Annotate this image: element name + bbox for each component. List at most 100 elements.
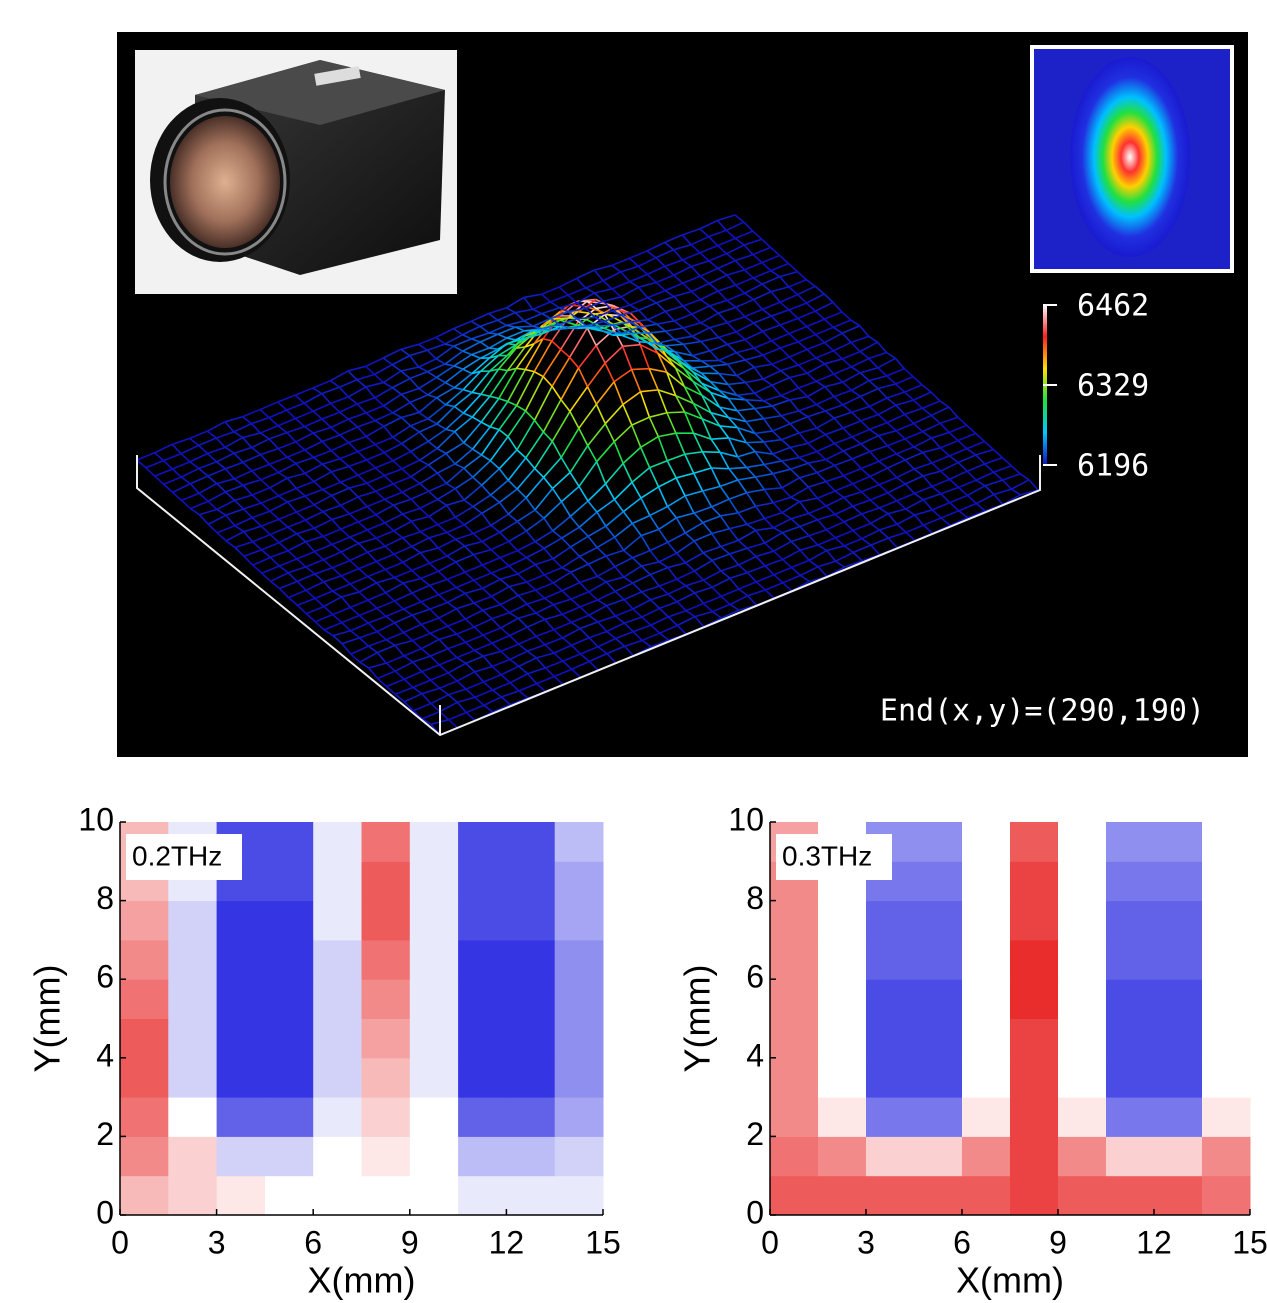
- heatmap-cell: [1106, 1018, 1155, 1059]
- heatmap-cell: [914, 822, 963, 862]
- mesh-line: [869, 451, 880, 462]
- mesh-line: [377, 644, 396, 654]
- heatmap-cell: [962, 861, 1011, 902]
- mesh-line: [782, 525, 801, 534]
- mesh-line: [523, 296, 534, 310]
- mesh-line: [454, 488, 465, 501]
- mesh-line: [401, 491, 412, 500]
- mesh-line: [587, 563, 598, 577]
- mesh-line: [358, 582, 378, 593]
- mesh-line: [421, 687, 440, 695]
- heatmap-cell: [770, 1136, 819, 1177]
- mesh-line: [797, 364, 808, 374]
- mesh-line: [694, 610, 713, 618]
- mesh-line: [682, 282, 693, 293]
- mesh-line: [904, 407, 923, 416]
- mesh-line: [304, 440, 323, 451]
- mesh-line: [683, 363, 694, 373]
- mesh-line: [435, 345, 455, 360]
- mesh-line: [543, 501, 563, 519]
- mesh-line: [656, 320, 675, 325]
- y-tick-label: 6: [746, 959, 764, 995]
- mesh-line: [666, 460, 677, 479]
- colorbar-segment: [1043, 425, 1047, 428]
- mesh-line: [699, 252, 710, 262]
- mesh-line: [842, 350, 861, 360]
- mesh-line: [535, 582, 554, 591]
- mesh-line: [790, 512, 809, 520]
- mesh-line: [367, 622, 378, 633]
- mesh-line: [261, 518, 280, 527]
- mesh-line: [418, 366, 428, 373]
- mesh-line: [940, 509, 960, 519]
- heatmap-cell: [313, 979, 362, 1019]
- mesh-line: [483, 650, 502, 657]
- heatmap-cell: [458, 900, 507, 941]
- colorbar-segment: [1043, 385, 1047, 388]
- mesh-line: [349, 505, 368, 515]
- mesh-line: [269, 456, 288, 466]
- mesh-line: [773, 550, 784, 560]
- mesh-line: [806, 293, 825, 304]
- mesh-line: [454, 476, 474, 490]
- mesh-line: [506, 330, 525, 339]
- mesh-line: [615, 637, 626, 647]
- mesh-line: [789, 446, 800, 459]
- mesh-line: [719, 479, 739, 488]
- mesh-line: [296, 573, 316, 583]
- mesh-line: [614, 590, 625, 601]
- heatmap-cell: [962, 1057, 1011, 1098]
- mesh-line: [429, 578, 448, 587]
- mesh-line: [789, 415, 809, 425]
- mesh-line: [374, 436, 394, 446]
- mesh-line: [437, 547, 448, 557]
- mesh-line: [500, 617, 519, 629]
- mesh-line: [675, 394, 694, 405]
- mesh-line: [393, 520, 412, 532]
- mesh-line: [790, 518, 801, 528]
- mesh-line: [329, 380, 340, 388]
- mesh-line: [533, 419, 545, 433]
- heatmap-cell: [914, 861, 963, 902]
- mesh-line: [825, 496, 845, 507]
- heatmap-cell: [264, 1018, 314, 1059]
- mesh-line: [172, 483, 191, 494]
- mesh-line: [789, 399, 800, 412]
- mesh-line: [699, 219, 718, 230]
- mesh-line: [358, 560, 377, 570]
- mesh-line: [717, 214, 736, 222]
- mesh-line: [233, 422, 252, 433]
- mesh-line: [781, 460, 792, 470]
- heatmap-cell: [506, 939, 556, 980]
- mesh-line: [623, 645, 635, 657]
- mesh-line: [419, 447, 438, 461]
- mesh-line: [623, 591, 642, 601]
- mesh-line: [524, 333, 534, 340]
- mesh-line: [498, 347, 517, 370]
- mesh-line: [806, 341, 825, 351]
- mesh-line: [710, 506, 722, 517]
- mesh-line: [305, 613, 316, 623]
- mesh-line: [691, 290, 702, 301]
- colorbar-segment: [1043, 361, 1047, 364]
- mesh-line: [585, 279, 604, 289]
- mesh-line: [851, 458, 862, 470]
- colorbar-segment: [1043, 325, 1047, 328]
- mesh-line: [444, 343, 455, 347]
- mesh-line: [684, 411, 703, 420]
- mesh-line: [428, 452, 447, 466]
- mesh-line: [374, 397, 385, 407]
- mesh-line: [330, 370, 349, 382]
- mesh-line: [305, 541, 316, 553]
- mesh-line: [437, 570, 448, 581]
- mesh-line: [472, 460, 491, 478]
- mesh-line: [568, 327, 588, 358]
- mesh-line: [427, 343, 446, 351]
- heatmap-cell: [1154, 939, 1203, 980]
- mesh-line: [541, 318, 552, 329]
- heatmap-cell: [216, 1136, 266, 1177]
- mesh-line: [589, 652, 608, 663]
- mesh-line: [736, 394, 747, 401]
- mesh-line: [359, 651, 378, 663]
- heatmap-cell: [866, 1018, 915, 1059]
